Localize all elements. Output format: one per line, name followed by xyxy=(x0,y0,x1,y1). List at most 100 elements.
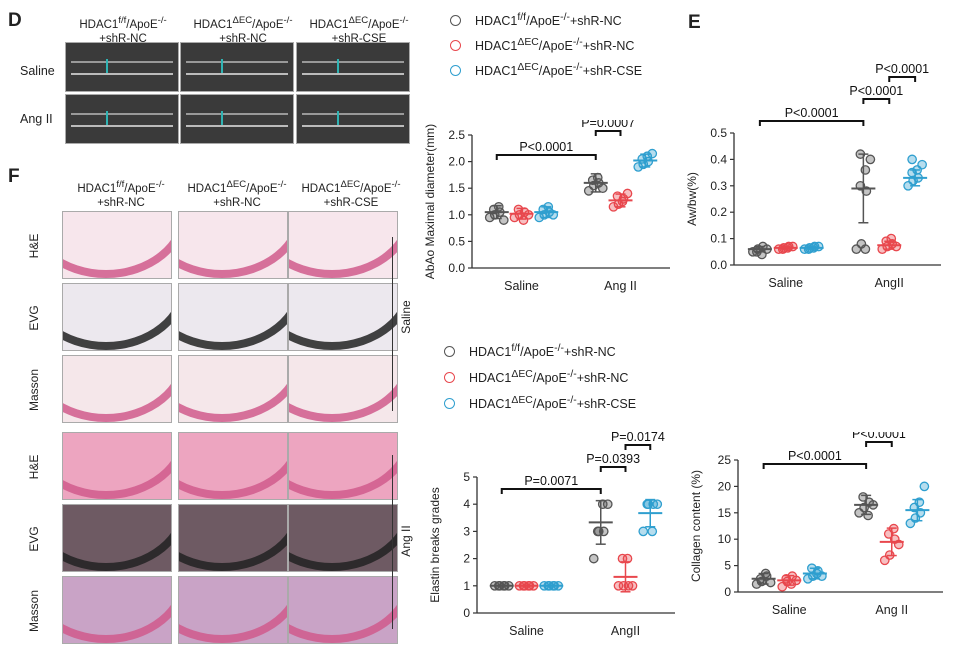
data-point xyxy=(592,172,603,183)
histology-image xyxy=(62,211,172,279)
histology-image xyxy=(178,211,288,279)
legend-label: HDAC1f/f/ApoE-/-+shR-NC xyxy=(469,343,616,360)
data-point xyxy=(617,553,628,564)
p-value-label: P<0.0001 xyxy=(785,106,839,120)
measure-marker xyxy=(337,59,351,73)
histology-image xyxy=(62,355,172,423)
panel-letter-e: E xyxy=(688,12,701,33)
stain-label: H&E xyxy=(27,454,41,480)
f-group-header-2: HDAC1ΔEC/ApoE-/- +shR-NC xyxy=(187,179,287,209)
measure-marker xyxy=(106,59,120,73)
legend-marker xyxy=(450,40,461,52)
histology-image xyxy=(288,576,398,644)
ultrasound-image xyxy=(180,42,294,92)
vessel-wall xyxy=(186,113,288,127)
histology-image xyxy=(178,355,288,423)
legend-marker xyxy=(450,65,461,77)
y-tick-label: 5 xyxy=(463,470,470,484)
ultrasound-image xyxy=(65,42,179,92)
stain-label: Masson xyxy=(27,589,41,633)
significance-bracket xyxy=(624,444,652,450)
significance-bracket xyxy=(495,154,597,160)
histology-image xyxy=(62,576,172,644)
significance-bracket xyxy=(599,466,627,472)
vessel-section xyxy=(179,356,287,422)
legend-label: HDAC1ΔEC/ApoE-/-+shR-CSE xyxy=(469,395,637,412)
vessel-wall xyxy=(302,61,404,75)
data-point xyxy=(652,499,663,510)
vessel-section xyxy=(63,284,171,350)
legend-label: HDAC1f/f/ApoE-/-+shR-NC xyxy=(475,12,622,29)
vessel-section xyxy=(289,433,397,499)
y-tick-label: 1.0 xyxy=(448,208,465,222)
y-tick-label: 0 xyxy=(463,606,470,620)
panel-letter-d: D xyxy=(8,10,22,31)
saline-bracket xyxy=(392,237,393,411)
y-axis-label: AbAo Maximal diameter(mm) xyxy=(423,124,437,279)
legend-item: HDAC1f/f/ApoE-/-+shR-NC xyxy=(450,12,622,28)
y-tick-label: 0.5 xyxy=(448,234,465,248)
data-point xyxy=(622,553,633,564)
y-tick-label: 1.5 xyxy=(448,181,465,195)
legend-item: HDAC1f/f/ApoE-/-+shR-NC xyxy=(444,343,616,359)
data-point xyxy=(592,526,603,537)
vessel-wall xyxy=(71,61,173,75)
significance-bracket xyxy=(888,76,917,82)
y-tick-label: 4 xyxy=(463,497,470,511)
histology-image xyxy=(288,504,398,572)
vessel-section xyxy=(179,577,287,643)
vessel-section xyxy=(289,212,397,278)
chart-abao-diameter: 0.0 0.5 1.0 1.5 2.0 2.5 AbAo Maximal diameter(… xyxy=(423,120,670,293)
p-value-label: P<0.0001 xyxy=(849,84,903,98)
data-point xyxy=(860,165,871,175)
y-tick-label: 25 xyxy=(718,453,732,467)
vessel-wall xyxy=(186,61,288,75)
data-point xyxy=(484,212,495,223)
p-value-label: P=0.0071 xyxy=(524,474,578,488)
data-point xyxy=(638,526,649,537)
panel-letter-f: F xyxy=(8,166,20,187)
y-tick-label: 0.4 xyxy=(710,152,727,166)
p-value-label: P=0.0174 xyxy=(611,430,665,444)
data-point xyxy=(860,244,871,255)
legend-label: HDAC1ΔEC/ApoE-/-+shR-CSE xyxy=(475,62,643,79)
data-point xyxy=(597,183,608,194)
p-value-label: P=0.0007 xyxy=(581,120,635,130)
d-group-header-1: HDAC1f/f/ApoE-/- +shR-NC xyxy=(79,15,167,45)
data-point xyxy=(523,209,534,220)
stain-label: EVG xyxy=(27,526,41,552)
vessel-section xyxy=(289,356,397,422)
vessel-section xyxy=(63,433,171,499)
measure-marker xyxy=(221,111,235,125)
data-point xyxy=(627,580,638,591)
y-tick-label: 0.5 xyxy=(710,126,727,140)
y-axis-label: Elastin breaks grades xyxy=(428,487,442,602)
vessel-section xyxy=(179,433,287,499)
x-category-label: Ang II xyxy=(875,603,908,617)
y-tick-label: 0.2 xyxy=(710,205,727,219)
significance-bracket xyxy=(500,488,602,494)
vessel-section xyxy=(289,284,397,350)
stain-label: EVG xyxy=(27,305,41,331)
x-category-label: Saline xyxy=(768,276,803,290)
significance-bracket xyxy=(762,463,868,469)
p-value-label: P<0.0001 xyxy=(519,140,573,154)
ultrasound-image xyxy=(180,94,294,144)
x-category-label: Saline xyxy=(509,624,544,638)
histology-image xyxy=(178,432,288,500)
f-group-header-3: HDAC1ΔEC/ApoE-/- +shR-CSE xyxy=(301,179,401,209)
vessel-wall xyxy=(302,113,404,127)
data-point xyxy=(617,196,628,207)
significance-bracket xyxy=(758,120,865,126)
vessel-wall xyxy=(71,113,173,127)
data-point xyxy=(602,499,613,510)
p-value-label: P=0.0393 xyxy=(586,452,640,466)
measure-marker xyxy=(106,111,120,125)
y-tick-label: 0.0 xyxy=(448,261,465,275)
angii-bracket xyxy=(392,455,393,629)
p-value-label: P<0.0001 xyxy=(852,432,906,441)
x-category-label: Saline xyxy=(772,603,807,617)
ultrasound-image xyxy=(296,94,410,144)
legend-marker xyxy=(444,372,455,384)
data-point xyxy=(863,510,873,521)
